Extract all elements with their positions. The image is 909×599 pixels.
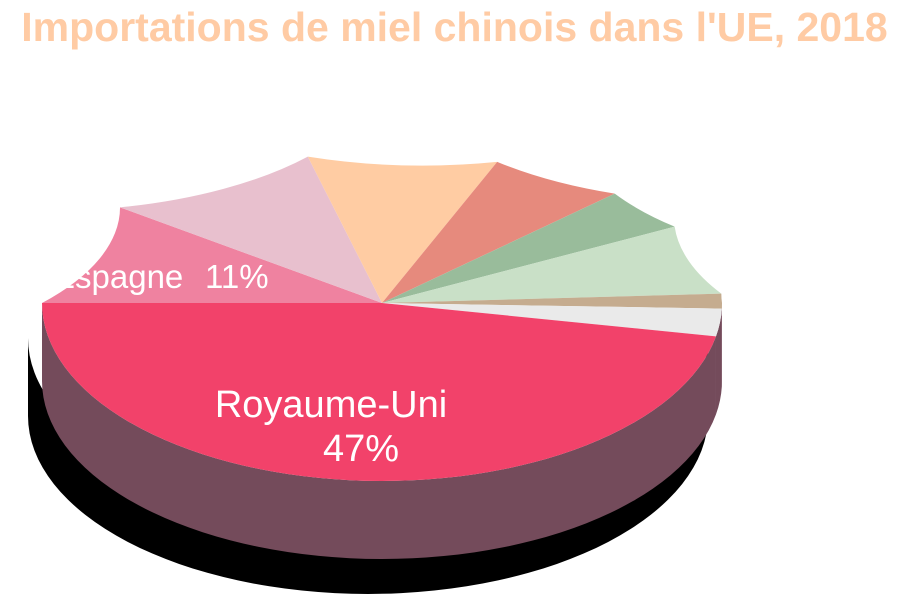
svg-text:Royaume-Uni: Royaume-Uni xyxy=(215,384,447,426)
svg-text:Espagne: Espagne xyxy=(53,258,183,295)
svg-text:11%: 11% xyxy=(205,258,269,295)
svg-text:47%: 47% xyxy=(323,428,399,470)
